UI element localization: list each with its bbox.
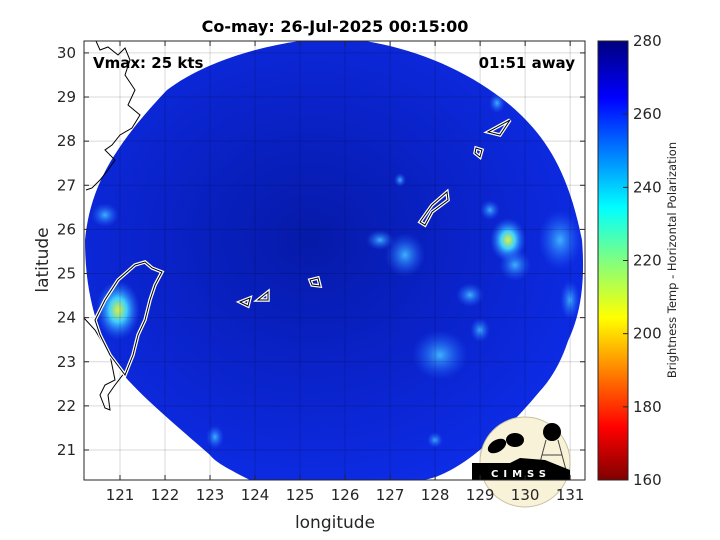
y-tick-label: 21: [57, 441, 76, 459]
colorbar-tick-label: 180: [633, 398, 662, 416]
x-tick-label: 131: [556, 486, 585, 504]
y-tick-label: 26: [57, 220, 76, 238]
y-tick-label: 30: [57, 44, 76, 62]
cimss-logo: CIMSS: [472, 416, 571, 508]
colorbar-ticks: 280 260 240 220 200 180 160: [623, 32, 662, 489]
ryukyu-islands: [235, 118, 512, 309]
x-tick-label: 128: [421, 486, 450, 504]
x-tick-label: 125: [286, 486, 315, 504]
y-axis-ticks: 21 22 23 24 25 26 27 28 29 30: [57, 44, 585, 459]
time-away-annotation: 01:51 away: [479, 54, 576, 72]
colorbar-tick-label: 280: [633, 32, 662, 50]
colorbar-label: Brightness Temp - Horizontal Polarizatio…: [665, 142, 679, 378]
colorbar-tick-label: 220: [633, 252, 662, 270]
vmax-annotation: Vmax: 25 kts: [93, 54, 203, 72]
grid-lines: [84, 41, 585, 480]
plot-title: Co-may: 26-Jul-2025 00:15:00: [202, 17, 469, 36]
y-tick-label: 25: [57, 265, 76, 283]
colorbar-tick-label: 260: [633, 105, 662, 123]
x-tick-label: 121: [106, 486, 135, 504]
y-tick-label: 22: [57, 397, 76, 415]
logo-text: CIMSS: [491, 469, 551, 480]
colorbar-tick-label: 200: [633, 325, 662, 343]
x-tick-label: 129: [466, 486, 495, 504]
x-tick-label: 123: [196, 486, 225, 504]
y-tick-label: 27: [57, 176, 76, 194]
y-tick-label: 29: [57, 88, 76, 106]
x-tick-label: 122: [151, 486, 180, 504]
x-tick-label: 130: [511, 486, 540, 504]
x-tick-label: 126: [331, 486, 360, 504]
axes-frame: [83, 40, 586, 481]
x-tick-label: 124: [241, 486, 270, 504]
x-axis-label: longitude: [295, 513, 375, 533]
y-tick-label: 28: [57, 132, 76, 150]
colorbar-tick-label: 240: [633, 178, 662, 196]
brightness-temp-swath: [85, 41, 584, 480]
y-tick-label: 24: [57, 309, 76, 327]
coastline-china: [85, 41, 141, 191]
x-tick-label: 127: [376, 486, 405, 504]
y-axis-label: latitude: [33, 227, 53, 292]
colorbar-tick-label: 160: [633, 471, 662, 489]
y-tick-label: 23: [57, 353, 76, 371]
x-axis-ticks: 121 122 123 124 125 126 127 128 129 130 131: [106, 41, 585, 504]
